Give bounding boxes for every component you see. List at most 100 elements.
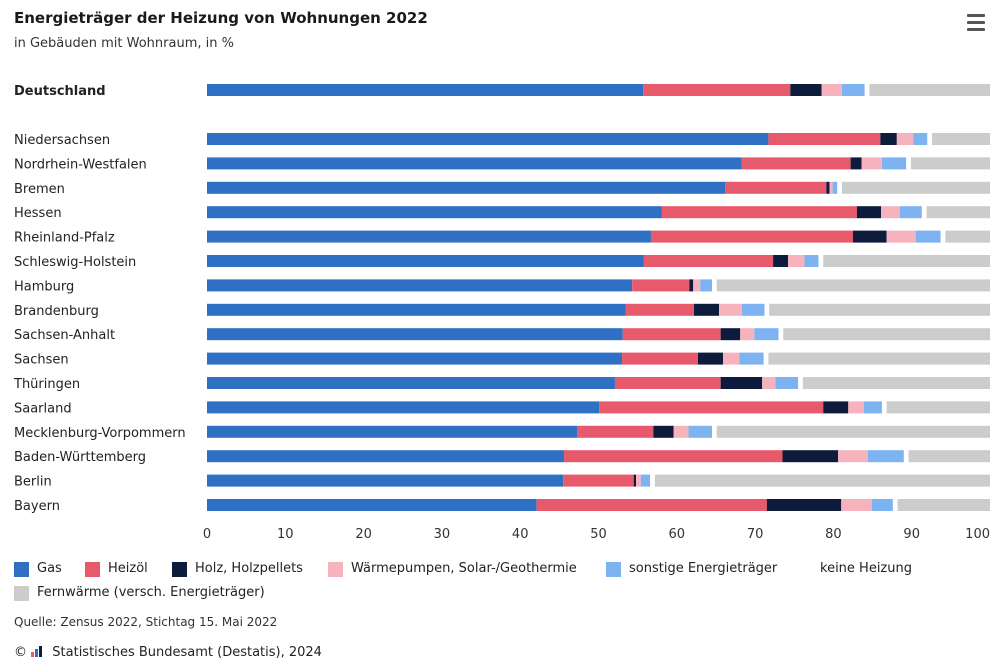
bar-segment[interactable]: Sachsen-Anhalt – sonstige Energieträger:… — [754, 328, 779, 341]
bar-segment[interactable]: Berlin – Holz, Holzpellets: 0.3 — [633, 474, 637, 487]
bar-segment[interactable]: Niedersachsen – sonstige Energieträger: … — [913, 133, 928, 145]
bar-segment[interactable]: Berlin – Fernwärme (versch. Energieträge… — [654, 474, 990, 487]
bar-segment[interactable]: Bayern – Fernwärme (versch. Energieträge… — [897, 499, 990, 511]
bar-segment[interactable]: Rheinland-Pfalz – Gas: 56.7 — [207, 230, 651, 243]
bar-segment[interactable]: Saarland – Wärmepumpen, Solar-/Geothermi… — [848, 401, 864, 414]
bar-segment[interactable]: Mecklenburg-Vorpommern – Heizöl: 9.7 — [577, 425, 654, 438]
bar-segment[interactable]: Nordrhein-Westfalen – keine Heizung: 0.6 — [906, 157, 911, 170]
bar-segment[interactable]: Schleswig-Holstein – Holz, Holzpellets: … — [773, 255, 788, 267]
bar-segment[interactable]: Hamburg – Heizöl: 7.3 — [632, 279, 690, 292]
bar-segment[interactable]: Sachsen-Anhalt – Holz, Holzpellets: 2.5 — [720, 328, 741, 341]
bar-segment[interactable]: Rheinland-Pfalz – keine Heizung: 0.6 — [940, 230, 946, 243]
bar-segment[interactable]: Schleswig-Holstein – Gas: 55.8 — [207, 255, 644, 267]
bar-segment[interactable]: Nordrhein-Westfalen – sonstige Energietr… — [881, 157, 907, 170]
bar-segment[interactable]: Hessen – Heizöl: 24.9 — [661, 206, 857, 219]
bar-segment[interactable]: Bremen – Fernwärme (versch. Energieträge… — [842, 181, 990, 194]
bar-segment[interactable]: Nordrhein-Westfalen – Wärmepumpen, Solar… — [861, 157, 882, 170]
hamburger-menu-icon[interactable] — [963, 14, 989, 36]
bar-segment[interactable]: Deutschland – Wärmepumpen, Solar-/Geothe… — [821, 84, 843, 96]
bar-segment[interactable]: Baden-Württemberg – keine Heizung: 0.6 — [903, 450, 909, 463]
bar-segment[interactable]: Nordrhein-Westfalen – Holz, Holzpellets:… — [850, 157, 862, 170]
bar-segment[interactable]: Berlin – Heizöl: 9 — [563, 474, 634, 487]
bar-segment[interactable]: Deutschland – Fernwärme (versch. Energie… — [869, 84, 990, 96]
bar-segment[interactable]: Baden-Württemberg – sonstige Energieträg… — [867, 450, 904, 463]
bar-segment[interactable]: Hamburg – keine Heizung: 0.6 — [712, 279, 717, 292]
bar-segment[interactable]: Niedersachsen – Holz, Holzpellets: 2.1 — [880, 133, 897, 145]
bar-segment[interactable]: Thüringen – sonstige Energieträger: 2.9 — [775, 377, 799, 389]
bar-segment[interactable]: Baden-Württemberg – Gas: 45.6 — [207, 450, 565, 463]
bar-segment[interactable]: Sachsen – Holz, Holzpellets: 3.2 — [697, 352, 723, 365]
bar-segment[interactable]: Niedersachsen – keine Heizung: 0.6 — [927, 133, 933, 145]
bar-segment[interactable]: Sachsen-Anhalt – Wärmepumpen, Solar-/Geo… — [740, 328, 755, 341]
bar-segment[interactable]: Nordrhein-Westfalen – Gas: 68.3 — [207, 157, 742, 170]
bar-segment[interactable]: Hessen – Gas: 58.1 — [207, 206, 662, 219]
bar-segment[interactable]: Bremen – Heizöl: 12.9 — [725, 181, 827, 194]
bar-segment[interactable]: Mecklenburg-Vorpommern – sonstige Energi… — [688, 425, 713, 438]
bar-segment[interactable]: Berlin – Wärmepumpen, Solar-/Geothermie:… — [636, 474, 641, 487]
bar-segment[interactable]: Hessen – Holz, Holzpellets: 3.1 — [856, 206, 882, 219]
bar-segment[interactable]: Saarland – keine Heizung: 0.6 — [881, 401, 887, 414]
bar-segment[interactable]: Niedersachsen – Heizöl: 14.3 — [768, 133, 881, 145]
bar-segment[interactable]: Sachsen-Anhalt – keine Heizung: 0.6 — [778, 328, 784, 341]
bar-segment[interactable]: Bremen – sonstige Energieträger: 0.6 — [832, 181, 838, 194]
bar-segment[interactable]: Schleswig-Holstein – Heizöl: 16.5 — [643, 255, 774, 267]
bar-segment[interactable]: Sachsen-Anhalt – Heizöl: 12.5 — [622, 328, 721, 341]
bar-segment[interactable]: Thüringen – Heizöl: 13.5 — [614, 377, 721, 389]
bar-segment[interactable]: Deutschland – keine Heizung: 0.6 — [864, 84, 870, 96]
bar-segment[interactable]: Rheinland-Pfalz – sonstige Energieträger… — [915, 230, 941, 243]
bar-segment[interactable]: Hessen – Fernwärme (versch. Energieträge… — [926, 206, 990, 219]
bar-segment[interactable]: Niedersachsen – Gas: 71.7 — [207, 133, 769, 145]
bar-segment[interactable]: Brandenburg – Wärmepumpen, Solar-/Geothe… — [719, 303, 742, 316]
bar-segment[interactable]: Thüringen – Fernwärme (versch. Energietr… — [802, 377, 990, 389]
bar-segment[interactable]: Bayern – keine Heizung: 0.6 — [892, 499, 898, 511]
bar-segment[interactable]: Hessen – keine Heizung: 0.6 — [921, 206, 927, 219]
bar-segment[interactable]: Mecklenburg-Vorpommern – Fernwärme (vers… — [716, 425, 990, 438]
bar-segment[interactable]: Berlin – keine Heizung: 0.6 — [650, 474, 655, 487]
bar-segment[interactable]: Sachsen – Wärmepumpen, Solar-/Geothermie… — [722, 352, 740, 365]
bar-segment[interactable]: Baden-Württemberg – Wärmepumpen, Solar-/… — [838, 450, 868, 463]
bar-segment[interactable]: Hessen – sonstige Energieträger: 2.8 — [899, 206, 922, 219]
bar-segment[interactable]: Hamburg – Gas: 54.3 — [207, 279, 633, 292]
bar-segment[interactable]: Schleswig-Holstein – sonstige Energieträ… — [804, 255, 819, 267]
bar-segment[interactable]: Bremen – Wärmepumpen, Solar-/Geothermie:… — [829, 181, 833, 194]
bar-segment[interactable]: Baden-Württemberg – Holz, Holzpellets: 7… — [782, 450, 839, 463]
bar-segment[interactable]: Rheinland-Pfalz – Wärmepumpen, Solar-/Ge… — [886, 230, 916, 243]
bar-segment[interactable]: Mecklenburg-Vorpommern – keine Heizung: … — [712, 425, 717, 438]
bar-segment[interactable]: Hamburg – Holz, Holzpellets: 0.5 — [689, 279, 694, 292]
bar-segment[interactable]: Hamburg – Wärmepumpen, Solar-/Geothermie… — [693, 279, 701, 292]
bar-segment[interactable]: Hamburg – Fernwärme (versch. Energieträg… — [716, 279, 990, 292]
bar-segment[interactable]: Baden-Württemberg – Fernwärme (versch. E… — [908, 450, 990, 463]
bar-segment[interactable]: Sachsen – Gas: 53 — [207, 352, 622, 365]
bar-segment[interactable]: Rheinland-Pfalz – Heizöl: 25.8 — [650, 230, 853, 243]
bar-segment[interactable]: Brandenburg – Holz, Holzpellets: 3.2 — [694, 303, 720, 316]
bar-segment[interactable]: Nordrhein-Westfalen – Heizöl: 13.9 — [741, 157, 851, 170]
bar-segment[interactable]: Berlin – sonstige Energieträger: 1.2 — [640, 474, 651, 487]
bar-segment[interactable]: Deutschland – Holz, Holzpellets: 4 — [790, 84, 822, 96]
bar-segment[interactable]: Saarland – sonstige Energieträger: 2.3 — [863, 401, 882, 414]
bar-segment[interactable]: Hessen – Wärmepumpen, Solar-/Geothermie:… — [881, 206, 900, 219]
bar-segment[interactable]: Brandenburg – Fernwärme (versch. Energie… — [769, 303, 990, 316]
bar-segment[interactable]: Brandenburg – keine Heizung: 0.6 — [764, 303, 770, 316]
bar-segment[interactable]: Sachsen – Heizöl: 9.7 — [621, 352, 698, 365]
bar-segment[interactable]: Deutschland – sonstige Energieträger: 2.… — [842, 84, 865, 96]
bar-segment[interactable]: Sachsen – sonstige Energieträger: 3.1 — [739, 352, 764, 365]
bar-segment[interactable]: Deutschland – Heizöl: 18.8 — [643, 84, 791, 96]
bar-segment[interactable]: Thüringen – Wärmepumpen, Solar-/Geotherm… — [762, 377, 776, 389]
bar-segment[interactable]: Bayern – Wärmepumpen, Solar-/Geothermie:… — [841, 499, 872, 511]
bar-segment[interactable]: Bremen – Gas: 66.2 — [207, 181, 726, 194]
bar-segment[interactable]: Bremen – Holz, Holzpellets: 0.4 — [826, 181, 830, 194]
bar-segment[interactable]: Deutschland – Gas: 55.7 — [207, 84, 644, 96]
bar-segment[interactable]: Baden-Württemberg – Heizöl: 27.9 — [564, 450, 783, 463]
bar-segment[interactable]: Thüringen – Gas: 52.1 — [207, 377, 615, 389]
bar-segment[interactable]: Mecklenburg-Vorpommern – Wärmepumpen, So… — [673, 425, 689, 438]
bar-segment[interactable]: Brandenburg – sonstige Energieträger: 2.… — [741, 303, 765, 316]
bar-segment[interactable]: Bayern – Heizöl: 29.4 — [536, 499, 767, 511]
bar-segment[interactable]: Thüringen – keine Heizung: 0.6 — [798, 377, 803, 389]
bar-segment[interactable]: Schleswig-Holstein – Fernwärme (versch. … — [823, 255, 990, 267]
bar-segment[interactable]: Sachsen – Fernwärme (versch. Energieträg… — [768, 352, 990, 365]
bar-segment[interactable]: Brandenburg – Gas: 53.5 — [207, 303, 626, 316]
bar-segment[interactable]: Bayern – Holz, Holzpellets: 9.5 — [766, 499, 842, 511]
bar-segment[interactable]: Bayern – Gas: 42.1 — [207, 499, 537, 511]
bar-segment[interactable]: Hamburg – sonstige Energieträger: 1.5 — [700, 279, 713, 292]
bar-segment[interactable]: Bremen – keine Heizung: 0.6 — [837, 181, 843, 194]
